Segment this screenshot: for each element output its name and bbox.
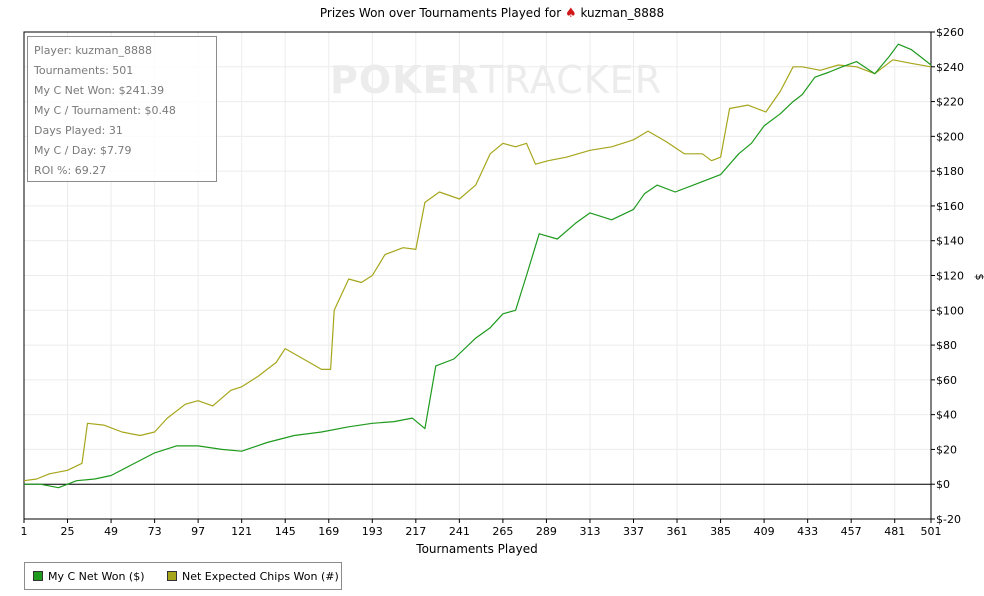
stat-per-day: My C / Day: $7.79 bbox=[34, 144, 132, 157]
x-tick-label: 313 bbox=[579, 525, 600, 538]
y-tick-label: $160 bbox=[936, 200, 964, 213]
x-tick-label: 501 bbox=[921, 525, 942, 538]
x-tick-label: 385 bbox=[710, 525, 731, 538]
x-tick-label: 169 bbox=[318, 525, 339, 538]
x-tick-label: 337 bbox=[623, 525, 644, 538]
chart-title-player: kuzman_8888 bbox=[580, 6, 665, 20]
legend-item-net-won[interactable]: My C Net Won ($) bbox=[33, 570, 145, 583]
x-tick-label: 73 bbox=[148, 525, 162, 538]
x-tick-label: 433 bbox=[797, 525, 818, 538]
stat-per-tournament: My C / Tournament: $0.48 bbox=[34, 104, 176, 117]
y-tick-label: $140 bbox=[936, 235, 964, 248]
x-tick-label: 409 bbox=[754, 525, 775, 538]
x-tick-label: 145 bbox=[275, 525, 296, 538]
chart-title-prefix: Prizes Won over Tournaments Played for bbox=[319, 6, 562, 20]
x-tick-label: 289 bbox=[536, 525, 557, 538]
legend-item-expected-chips[interactable]: Net Expected Chips Won (#) bbox=[167, 570, 339, 583]
stats-box: Player: kuzman_8888 Tournaments: 501 My … bbox=[27, 36, 217, 182]
x-tick-label: 121 bbox=[231, 525, 252, 538]
series-layer bbox=[23, 43, 932, 489]
stat-player: Player: kuzman_8888 bbox=[34, 44, 152, 57]
x-tick-label: 457 bbox=[841, 525, 862, 538]
x-tick-label: 97 bbox=[191, 525, 205, 538]
y-tick-label: $60 bbox=[936, 374, 957, 387]
x-tick-label: 241 bbox=[449, 525, 470, 538]
legend-swatch-green bbox=[33, 571, 43, 581]
x-tick-label: 361 bbox=[667, 525, 688, 538]
x-axis-ticks: 1 25 49 73 97 121 145 169 193 217 241 265 289 313 337 3… bbox=[21, 519, 942, 538]
y-tick-label: $100 bbox=[936, 304, 964, 317]
x-tick-label: 481 bbox=[884, 525, 905, 538]
x-tick-label: 49 bbox=[104, 525, 118, 538]
chart-title: Prizes Won over Tournaments Played for ♠… bbox=[0, 6, 984, 21]
y-tick-label: $0 bbox=[936, 478, 950, 491]
y-tick-label: $20 bbox=[936, 443, 957, 456]
x-tick-label: 265 bbox=[492, 525, 513, 538]
stat-tournaments: Tournaments: 501 bbox=[34, 64, 134, 77]
x-tick-label: 217 bbox=[405, 525, 426, 538]
spade-icon: ♠ bbox=[564, 6, 577, 21]
y-tick-label: $220 bbox=[936, 96, 964, 109]
stat-roi: ROI %: 69.27 bbox=[34, 164, 107, 177]
stat-net-won: My C Net Won: $241.39 bbox=[34, 84, 165, 97]
y-tick-label: $80 bbox=[936, 339, 957, 352]
legend-label: Net Expected Chips Won (#) bbox=[182, 570, 339, 583]
y-axis-label: $ bbox=[973, 274, 984, 281]
y-tick-label: $200 bbox=[936, 130, 964, 143]
legend-label: My C Net Won ($) bbox=[48, 570, 145, 583]
x-tick-label: 25 bbox=[61, 525, 75, 538]
y-tick-label: $240 bbox=[936, 61, 964, 74]
y-tick-label: $40 bbox=[936, 409, 957, 422]
x-axis-label: Tournaments Played bbox=[415, 542, 537, 556]
series-line-net-won bbox=[24, 43, 932, 489]
x-tick-label: 1 bbox=[21, 525, 28, 538]
y-axis-ticks: $-20 $0 $20 $40 $60 $80 $100 $120 $140 $160 $180 $2… bbox=[931, 26, 964, 526]
legend-swatch-olive bbox=[167, 571, 177, 581]
pokertracker-watermark: POKERTRACKER bbox=[330, 58, 663, 102]
y-tick-label: $120 bbox=[936, 270, 964, 283]
y-tick-label: $260 bbox=[936, 26, 964, 39]
x-tick-label: 193 bbox=[362, 525, 383, 538]
stat-days-played: Days Played: 31 bbox=[34, 124, 123, 137]
series-line-expected-chips bbox=[23, 59, 932, 482]
y-tick-label: $-20 bbox=[936, 513, 961, 526]
chart-legend: My C Net Won ($) Net Expected Chips Won … bbox=[24, 562, 342, 590]
y-tick-label: $180 bbox=[936, 165, 964, 178]
